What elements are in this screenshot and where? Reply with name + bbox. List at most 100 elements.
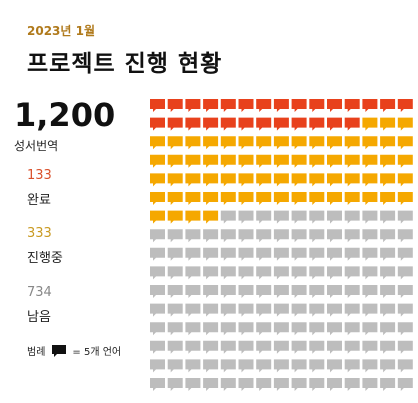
waffle-icon-done bbox=[238, 117, 254, 131]
waffle-icon-remaining bbox=[309, 210, 325, 224]
waffle-icon-remaining bbox=[362, 229, 378, 243]
waffle-icon-remaining bbox=[362, 303, 378, 317]
waffle-icon-remaining bbox=[362, 266, 378, 280]
waffle-icon-in-progress bbox=[203, 192, 219, 205]
waffle-icon-remaining bbox=[220, 322, 236, 336]
waffle-icon-remaining bbox=[344, 378, 360, 391]
waffle-icon-done bbox=[167, 99, 183, 112]
waffle-icon-remaining bbox=[362, 210, 378, 224]
waffle-icon-done bbox=[309, 99, 325, 112]
waffle-icon-in-progress bbox=[256, 154, 272, 168]
waffle-icon-remaining bbox=[291, 266, 307, 280]
waffle-icon-in-progress bbox=[150, 173, 165, 187]
waffle-icon-in-progress bbox=[327, 154, 342, 168]
waffle-icon-remaining bbox=[256, 359, 272, 373]
waffle-icon-remaining bbox=[150, 378, 165, 391]
waffle-icon-remaining bbox=[220, 340, 236, 354]
waffle-icon-remaining bbox=[397, 229, 413, 243]
waffle-icon-remaining bbox=[397, 266, 413, 280]
waffle-icon-remaining bbox=[185, 303, 201, 317]
waffle-icon-remaining bbox=[238, 322, 254, 336]
waffle-icon-remaining bbox=[380, 340, 396, 354]
waffle-icon-done bbox=[185, 117, 201, 131]
waffle-icon-done bbox=[238, 99, 254, 112]
waffle-icon-in-progress bbox=[309, 192, 325, 205]
waffle-icon-remaining bbox=[150, 247, 165, 261]
waffle-icon-done bbox=[362, 99, 378, 112]
waffle-icon-in-progress bbox=[291, 192, 307, 205]
waffle-icon-in-progress bbox=[397, 117, 413, 131]
waffle-icon-remaining bbox=[327, 210, 342, 224]
waffle-icon-remaining bbox=[380, 303, 396, 317]
waffle-icon-remaining bbox=[185, 266, 201, 280]
waffle-icon-remaining bbox=[362, 340, 378, 354]
waffle-icon-remaining bbox=[256, 247, 272, 261]
waffle-icon-remaining bbox=[273, 285, 289, 298]
waffle-icon-remaining bbox=[185, 340, 201, 354]
waffle-icon-remaining bbox=[397, 285, 413, 298]
waffle-icon-remaining bbox=[167, 303, 183, 317]
waffle-icon-remaining bbox=[291, 359, 307, 373]
waffle-icon-done bbox=[273, 117, 289, 131]
waffle-icon-remaining bbox=[327, 303, 342, 317]
waffle-icon-in-progress bbox=[327, 173, 342, 187]
waffle-icon-in-progress bbox=[362, 136, 378, 150]
waffle-icon-remaining bbox=[220, 303, 236, 317]
waffle-icon-remaining bbox=[327, 247, 342, 261]
waffle-icon-in-progress bbox=[150, 210, 165, 224]
waffle-icon-in-progress bbox=[167, 210, 183, 224]
waffle-icon-remaining bbox=[344, 285, 360, 298]
waffle-icon-remaining bbox=[309, 322, 325, 336]
waffle-icon-remaining bbox=[256, 285, 272, 298]
waffle-icon-in-progress bbox=[185, 136, 201, 150]
waffle-icon-in-progress bbox=[362, 192, 378, 205]
waffle-icon-remaining bbox=[291, 303, 307, 317]
waffle-icon-remaining bbox=[380, 247, 396, 261]
waffle-icon-in-progress bbox=[238, 173, 254, 187]
waffle-icon-remaining bbox=[203, 378, 219, 391]
waffle-icon-remaining bbox=[203, 247, 219, 261]
waffle-icon-remaining bbox=[273, 229, 289, 243]
waffle-icon-remaining bbox=[291, 378, 307, 391]
waffle-icon-remaining bbox=[167, 285, 183, 298]
waffle-icon-in-progress bbox=[185, 173, 201, 187]
waffle-icon-done bbox=[167, 117, 183, 131]
waffle-icon-remaining bbox=[203, 322, 219, 336]
page-title: 프로젝트 진행 현황 bbox=[27, 51, 223, 77]
waffle-icon-remaining bbox=[273, 359, 289, 373]
waffle-icon-remaining bbox=[167, 378, 183, 391]
waffle-icon-remaining bbox=[344, 266, 360, 280]
legend-text: = 5개 언어 bbox=[72, 347, 122, 358]
waffle-icon-in-progress bbox=[344, 173, 360, 187]
waffle-icon-remaining bbox=[397, 340, 413, 354]
waffle-icon-remaining bbox=[291, 322, 307, 336]
stat-done-label: 완료 bbox=[27, 193, 51, 208]
waffle-icon-in-progress bbox=[344, 192, 360, 205]
waffle-icon-remaining bbox=[185, 322, 201, 336]
waffle-icon-in-progress bbox=[185, 210, 201, 224]
waffle-icon-remaining bbox=[397, 247, 413, 261]
waffle-icon-done bbox=[150, 99, 165, 112]
total-value: 1,200 bbox=[14, 96, 116, 134]
waffle-icon-remaining bbox=[167, 266, 183, 280]
waffle-icon-in-progress bbox=[309, 154, 325, 168]
waffle-icon-remaining bbox=[397, 378, 413, 391]
waffle-icon-done bbox=[256, 99, 272, 112]
waffle-icon-remaining bbox=[397, 303, 413, 317]
waffle-icon-in-progress bbox=[273, 192, 289, 205]
waffle-icon-remaining bbox=[273, 266, 289, 280]
waffle-icon-remaining bbox=[273, 210, 289, 224]
waffle-icon-done bbox=[327, 117, 342, 131]
waffle-icon-remaining bbox=[150, 303, 165, 317]
waffle-icon-in-progress bbox=[238, 154, 254, 168]
waffle-icon-remaining bbox=[185, 359, 201, 373]
waffle-icon-remaining bbox=[291, 210, 307, 224]
waffle-icon-done bbox=[150, 117, 165, 131]
waffle-icon-in-progress bbox=[397, 154, 413, 168]
waffle-icon-in-progress bbox=[167, 136, 183, 150]
waffle-icon-remaining bbox=[344, 322, 360, 336]
waffle-icon-in-progress bbox=[344, 136, 360, 150]
waffle-icon-remaining bbox=[167, 247, 183, 261]
waffle-icon-remaining bbox=[256, 266, 272, 280]
waffle-icon-remaining bbox=[344, 210, 360, 224]
